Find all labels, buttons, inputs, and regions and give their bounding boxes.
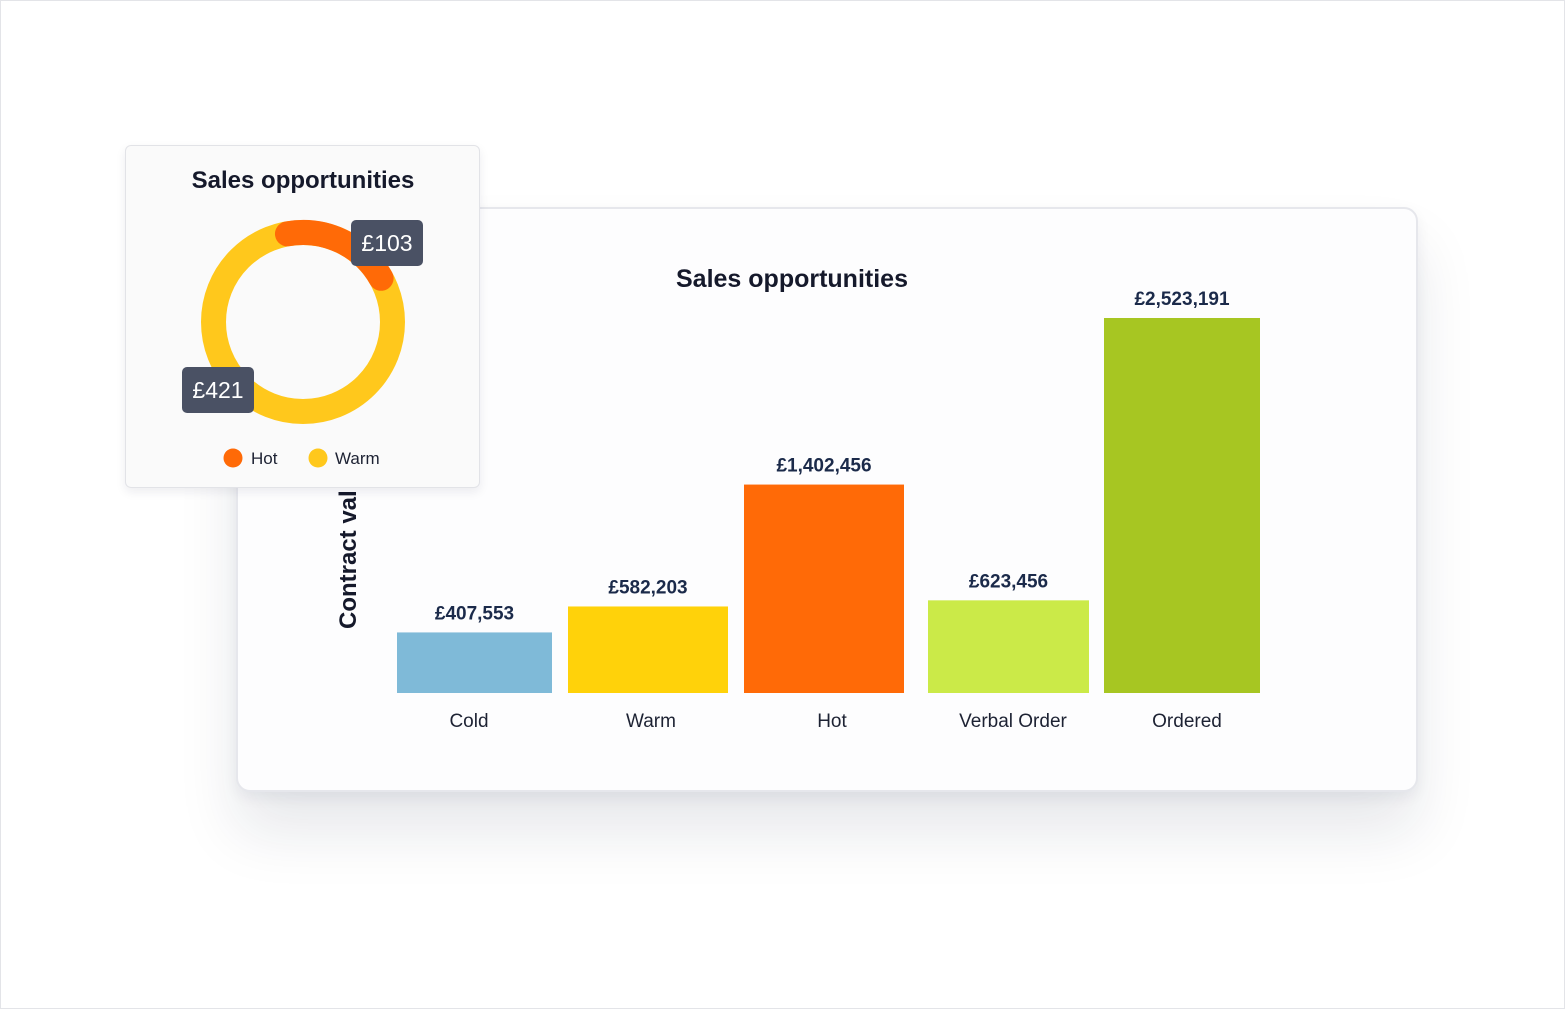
donut-tag-warm: £421 [182,367,254,413]
y-axis-label: Contract val [335,490,362,629]
donut-tag-bg-hot [351,220,423,266]
category-label-cold: Cold [449,711,488,732]
bar-value-label-verbal-order: £623,456 [969,571,1048,592]
bar-value-label-hot: £1,402,456 [776,456,871,477]
donut-chart-card: Sales opportunities £103 £421 Hot Warm [125,145,480,488]
category-label-hot: Hot [817,711,847,732]
legend-dot-warm [308,448,328,468]
bar-verbal-order [928,600,1089,693]
donut-series [201,220,405,424]
bar-chart-title: Sales opportunities [676,265,908,293]
bar-ordered [1104,318,1260,693]
bar-series: £407,553 Cold £582,203 Warm £1,402,456 Hot £62… [397,289,1260,732]
bar-cold [397,632,552,693]
bar-chart: Sales opportunities Contract val £407,55… [335,265,1260,732]
bar-value-label-ordered: £2,523,191 [1134,289,1230,310]
legend-item-hot: Hot [223,448,278,468]
legend-label-warm: Warm [335,449,380,468]
donut-tag-value-hot: £103 [361,230,412,256]
category-label-ordered: Ordered [1152,711,1222,732]
donut-value-tags: £103 £421 [182,220,423,413]
bar-hot [744,484,904,693]
donut-chart: Sales opportunities £103 £421 Hot Warm [182,167,423,468]
donut-tag-value-warm: £421 [192,377,243,403]
legend-dot-hot [223,448,243,468]
donut-slice-hot [274,220,394,291]
donut-tag-bg-warm [182,367,254,413]
legend-item-warm: Warm [308,448,380,468]
donut-legend: Hot Warm [223,448,380,468]
donut-tag-hot: £103 [351,220,423,266]
bar-value-label-cold: £407,553 [435,603,514,624]
category-label-warm: Warm [626,711,676,732]
bar-warm [568,606,728,693]
category-label-verbal-order: Verbal Order [959,711,1067,732]
bar-value-label-warm: £582,203 [608,577,687,598]
legend-label-hot: Hot [251,449,278,468]
donut-chart-title: Sales opportunities [192,167,415,194]
